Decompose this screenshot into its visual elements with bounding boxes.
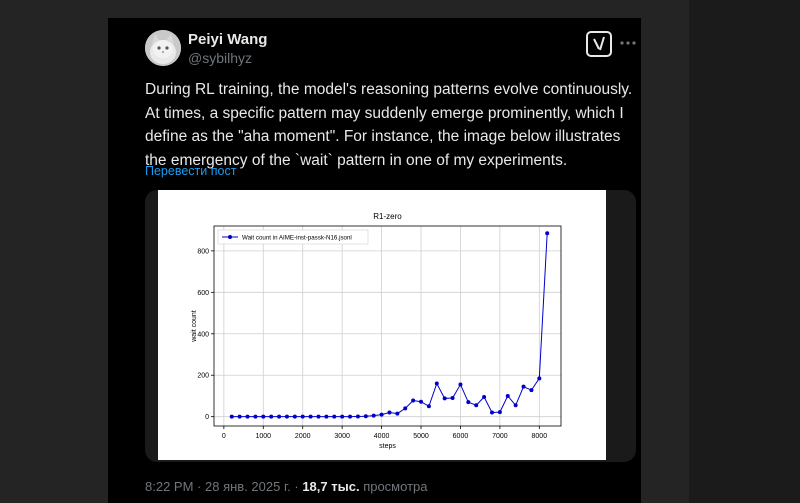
right-sidebar-shadow xyxy=(689,0,800,503)
more-button[interactable] xyxy=(618,33,638,53)
left-backdrop xyxy=(0,0,108,503)
data-point xyxy=(284,414,289,419)
data-point xyxy=(292,414,297,419)
y-tick-label: 400 xyxy=(197,331,209,338)
y-tick-label: 800 xyxy=(197,248,209,255)
data-point xyxy=(229,414,234,419)
data-point xyxy=(277,414,282,419)
data-point xyxy=(458,382,463,387)
data-point xyxy=(261,414,266,419)
x-axis-label: steps xyxy=(379,443,396,450)
x-tick-label: 0 xyxy=(222,433,226,440)
data-point xyxy=(545,231,550,236)
x-tick-label: 2000 xyxy=(295,433,311,440)
author-handle[interactable]: @sybilhyz xyxy=(188,50,253,66)
grok-button[interactable] xyxy=(586,31,612,57)
x-tick-label: 3000 xyxy=(334,433,350,440)
data-point xyxy=(245,414,250,419)
legend-marker xyxy=(228,235,232,239)
y-tick-label: 0 xyxy=(205,414,209,421)
data-point xyxy=(474,403,479,408)
data-point xyxy=(324,414,329,419)
data-point xyxy=(411,398,416,403)
data-point xyxy=(363,414,368,419)
data-point xyxy=(308,414,313,419)
data-point xyxy=(387,410,392,415)
legend-box xyxy=(217,229,369,245)
data-point xyxy=(419,399,424,404)
data-point xyxy=(482,394,487,399)
data-point xyxy=(237,414,242,419)
data-point xyxy=(395,411,400,416)
more-icon xyxy=(620,41,636,45)
data-point xyxy=(253,414,258,419)
author-name[interactable]: Peiyi Wang xyxy=(188,31,268,48)
data-point xyxy=(426,404,431,409)
y-tick-label: 600 xyxy=(197,290,209,297)
x-tick-label: 1000 xyxy=(256,433,272,440)
data-point xyxy=(300,414,305,419)
x-tick-label: 7000 xyxy=(492,433,508,440)
data-point xyxy=(355,414,360,419)
data-point xyxy=(403,406,408,411)
tweet-time[interactable]: 8:22 PM xyxy=(145,479,194,494)
data-point xyxy=(379,412,384,417)
x-tick-label: 6000 xyxy=(453,433,469,440)
translate-post-link[interactable]: Перевести пост xyxy=(145,164,237,178)
data-point xyxy=(434,381,439,386)
views-count: 18,7 тыс. xyxy=(302,479,360,494)
plot-frame xyxy=(213,225,562,427)
data-point xyxy=(505,393,510,398)
views-label: просмотра xyxy=(363,479,428,494)
data-point xyxy=(537,376,542,381)
x-tick-label: 4000 xyxy=(374,433,390,440)
tweet-meta: 8:22 PM · 28 янв. 2025 г. · 18,7 тыс. пр… xyxy=(145,479,427,494)
data-point xyxy=(450,396,455,401)
chart-title: R1-zero xyxy=(373,212,402,221)
data-point xyxy=(489,410,494,415)
data-point xyxy=(316,414,321,419)
data-point xyxy=(371,413,376,418)
y-axis-label: wait count xyxy=(191,310,198,343)
data-point xyxy=(348,414,353,419)
data-point xyxy=(529,388,534,393)
tweet-date[interactable]: 28 янв. 2025 г. xyxy=(205,479,291,494)
avatar-image xyxy=(145,30,181,66)
data-point xyxy=(340,414,345,419)
data-point xyxy=(521,384,526,389)
meta-separator: · xyxy=(197,479,202,494)
chart-svg: 0 1000 2000 3000 4000 5000 6000 7000 8000 0 200 400… xyxy=(191,212,562,450)
y-tick-label: 200 xyxy=(197,373,209,380)
legend-label: Wait count in AIME-inst-passk-N16.jsonl xyxy=(242,235,352,242)
grok-icon xyxy=(593,36,605,51)
x-tick-label: 8000 xyxy=(532,433,548,440)
meta-separator: · xyxy=(294,479,299,494)
tweet-text: During RL training, the model's reasonin… xyxy=(145,81,633,169)
chart-image: 0 1000 2000 3000 4000 5000 6000 7000 8000 0 200 400… xyxy=(158,190,606,460)
data-point xyxy=(513,403,518,408)
data-point xyxy=(497,410,502,415)
data-point xyxy=(269,414,274,419)
x-tick-label: 5000 xyxy=(413,433,429,440)
avatar[interactable] xyxy=(145,30,181,66)
right-backdrop xyxy=(641,0,800,503)
data-point xyxy=(442,396,447,401)
data-point xyxy=(332,414,337,419)
data-point xyxy=(466,400,471,405)
